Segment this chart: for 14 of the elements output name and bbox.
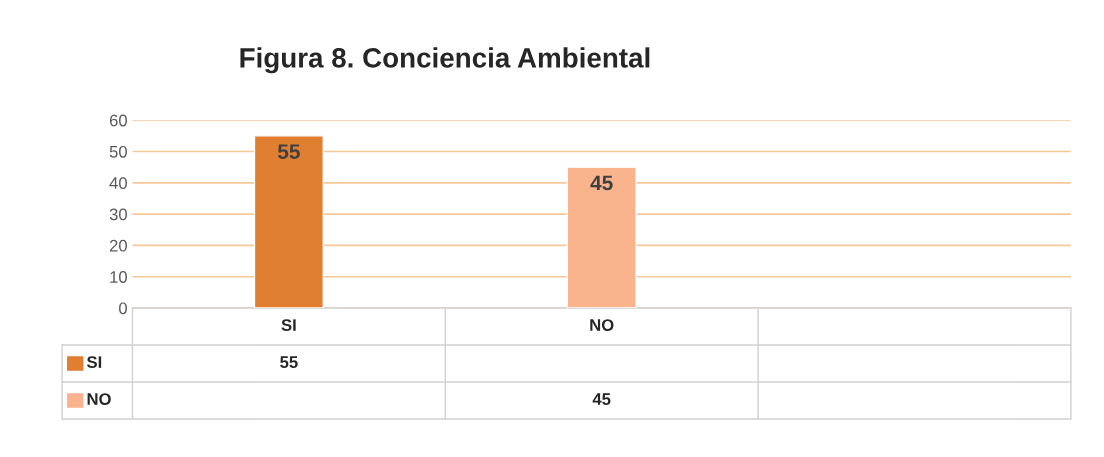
y-tick-label: 60 [109,114,127,127]
y-tick-label: 20 [109,239,127,252]
data-label: 55 [277,144,300,159]
y-tick-label: 10 [110,271,127,283]
legend-label: SI [86,356,102,368]
y-tick-label: 30 [109,208,127,221]
text: 45 [592,393,611,405]
y-tick-label: 50 [109,145,127,158]
y-tick-label: 0 [119,302,127,315]
chart-title: Figura 8. Conciencia Ambiental [240,47,650,74]
y-tick-label: 40 [109,177,127,189]
data-label: 45 [590,175,613,191]
legend-label: NO [87,393,111,405]
text: 55 [280,356,298,368]
